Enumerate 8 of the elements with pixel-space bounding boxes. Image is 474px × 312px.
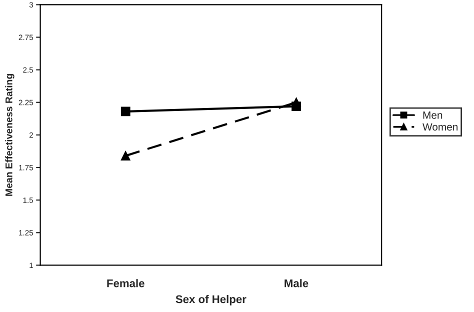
legend-label: Women (422, 123, 458, 131)
point (120, 106, 130, 116)
legend-label: Men (423, 112, 442, 119)
y-axis-title: Mean Effectiveness Rating (5, 74, 14, 196)
x-tick-label: Male (284, 279, 308, 288)
x-axis-title: Sex of Helper (176, 295, 246, 306)
x-tick-label: Female (107, 279, 144, 288)
point (120, 151, 130, 160)
